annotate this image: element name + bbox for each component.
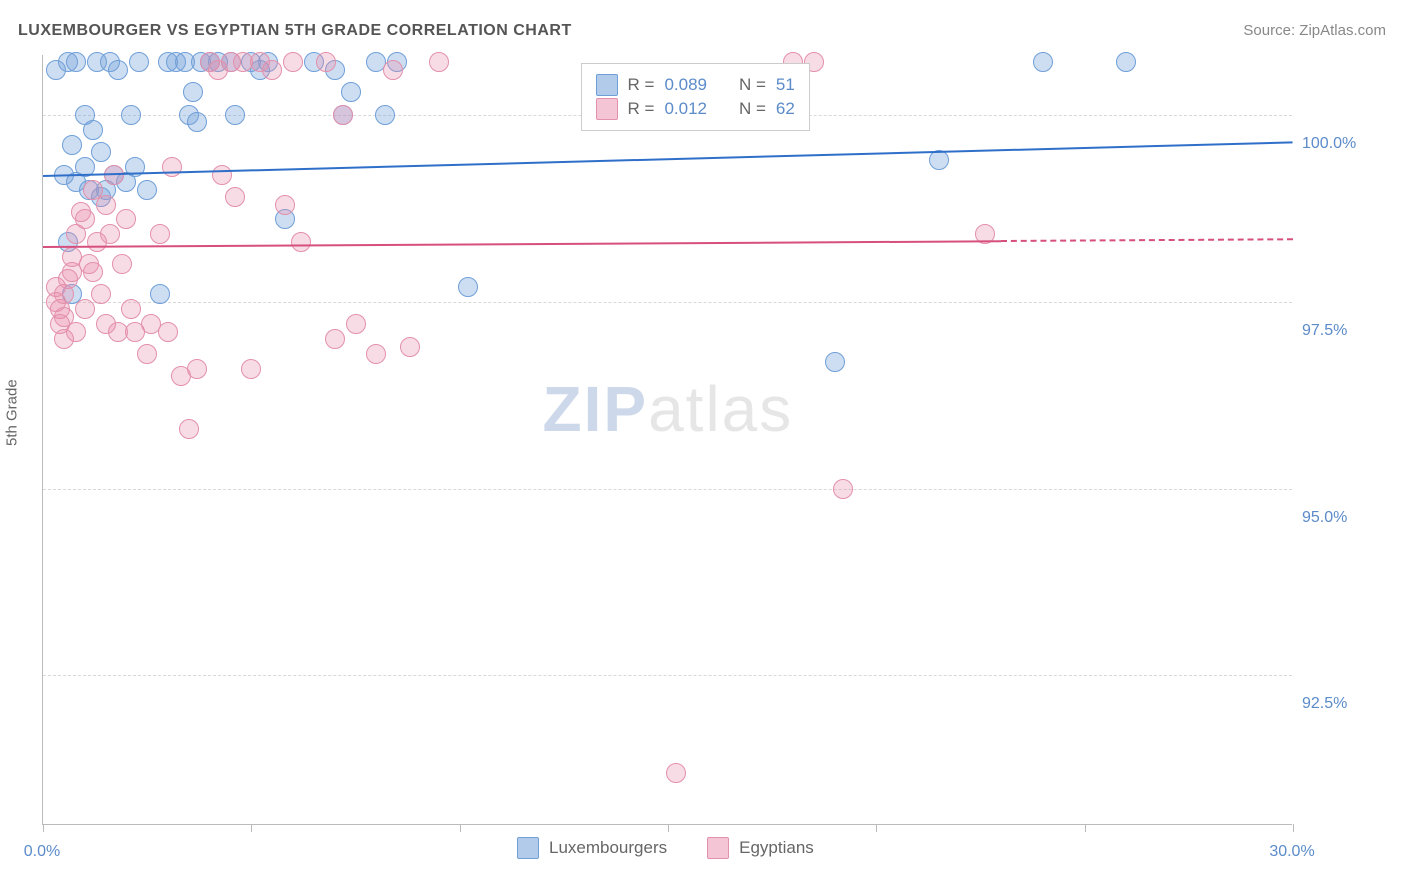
x-tick <box>251 824 252 832</box>
legend-label: Luxembourgers <box>549 838 667 858</box>
scatter-point <box>75 299 95 319</box>
scatter-point <box>150 224 170 244</box>
legend-label: Egyptians <box>739 838 814 858</box>
scatter-point <box>833 479 853 499</box>
scatter-point <box>316 52 336 72</box>
legend-n-label: N = <box>739 99 766 119</box>
scatter-point <box>366 344 386 364</box>
watermark-zip: ZIP <box>543 373 649 445</box>
scatter-point <box>825 352 845 372</box>
legend-n-label: N = <box>739 75 766 95</box>
trend-line <box>43 240 1001 248</box>
scatter-point <box>346 314 366 334</box>
scatter-point <box>108 60 128 80</box>
scatter-point <box>91 284 111 304</box>
legend-n-value: 62 <box>776 99 795 119</box>
scatter-point <box>66 322 86 342</box>
scatter-point <box>458 277 478 297</box>
source-label: Source: <box>1243 22 1295 39</box>
scatter-point <box>666 763 686 783</box>
trend-line-dashed <box>1001 238 1293 242</box>
scatter-point <box>187 112 207 132</box>
trend-line <box>43 141 1293 177</box>
source-attribution: Source: ZipAtlas.com <box>1243 22 1386 39</box>
y-tick-label: 92.5% <box>1302 695 1382 713</box>
legend-swatch <box>596 98 618 120</box>
scatter-point <box>121 299 141 319</box>
legend-n-value: 51 <box>776 75 795 95</box>
scatter-point <box>275 195 295 215</box>
scatter-point <box>325 329 345 349</box>
scatter-point <box>383 60 403 80</box>
scatter-point <box>183 82 203 102</box>
scatter-point <box>1033 52 1053 72</box>
stats-legend-row: R = 0.012 N = 62 <box>596 98 795 120</box>
scatter-point <box>225 187 245 207</box>
x-tick <box>460 824 461 832</box>
scatter-point <box>75 209 95 229</box>
scatter-point <box>91 142 111 162</box>
gridline <box>43 489 1292 490</box>
y-tick-label: 95.0% <box>1302 509 1382 527</box>
legend-r-label: R = <box>628 75 655 95</box>
legend-item: Egyptians <box>707 837 814 859</box>
x-tick <box>1293 824 1294 832</box>
y-axis-title: 5th Grade <box>4 379 21 446</box>
source-link[interactable]: ZipAtlas.com <box>1299 22 1386 39</box>
scatter-point <box>62 135 82 155</box>
scatter-point <box>291 232 311 252</box>
scatter-point <box>137 180 157 200</box>
x-tick <box>43 824 44 832</box>
scatter-point <box>212 165 232 185</box>
scatter-point <box>341 82 361 102</box>
stats-legend-row: R = 0.089 N = 51 <box>596 74 795 96</box>
watermark: ZIPatlas <box>543 372 794 446</box>
legend-swatch <box>596 74 618 96</box>
scatter-point <box>100 224 120 244</box>
scatter-point <box>121 105 141 125</box>
scatter-point <box>1116 52 1136 72</box>
scatter-point <box>179 419 199 439</box>
scatter-plot-area: ZIPatlas 92.5%95.0%97.5%100.0%R = 0.089N… <box>42 55 1292 825</box>
y-tick-label: 97.5% <box>1302 322 1382 340</box>
scatter-point <box>158 322 178 342</box>
scatter-point <box>116 209 136 229</box>
x-tick <box>1085 824 1086 832</box>
scatter-point <box>187 359 207 379</box>
scatter-point <box>96 195 116 215</box>
scatter-point <box>66 52 86 72</box>
scatter-point <box>262 60 282 80</box>
gridline <box>43 302 1292 303</box>
scatter-point <box>150 284 170 304</box>
x-tick <box>876 824 877 832</box>
legend-r-value: 0.012 <box>664 99 707 119</box>
x-tick-label: 0.0% <box>24 843 60 861</box>
scatter-point <box>225 105 245 125</box>
scatter-point <box>333 105 353 125</box>
scatter-point <box>137 344 157 364</box>
scatter-point <box>112 254 132 274</box>
y-tick-label: 100.0% <box>1302 135 1382 153</box>
chart-title: LUXEMBOURGER VS EGYPTIAN 5TH GRADE CORRE… <box>18 22 572 40</box>
scatter-point <box>400 337 420 357</box>
legend-r-value: 0.089 <box>664 75 707 95</box>
scatter-point <box>129 52 149 72</box>
scatter-point <box>162 157 182 177</box>
scatter-point <box>375 105 395 125</box>
legend-item: Luxembourgers <box>517 837 667 859</box>
x-tick <box>668 824 669 832</box>
x-tick-label: 30.0% <box>1269 843 1314 861</box>
scatter-point <box>83 120 103 140</box>
legend-swatch <box>707 837 729 859</box>
scatter-point <box>83 262 103 282</box>
gridline <box>43 675 1292 676</box>
scatter-point <box>429 52 449 72</box>
scatter-point <box>241 359 261 379</box>
legend-r-label: R = <box>628 99 655 119</box>
legend-swatch <box>517 837 539 859</box>
scatter-point <box>283 52 303 72</box>
series-legend: Luxembourgers Egyptians <box>517 837 814 859</box>
stats-legend: R = 0.089 N = 51 R = 0.012 N = 62 <box>581 63 810 131</box>
watermark-atlas: atlas <box>648 373 793 445</box>
